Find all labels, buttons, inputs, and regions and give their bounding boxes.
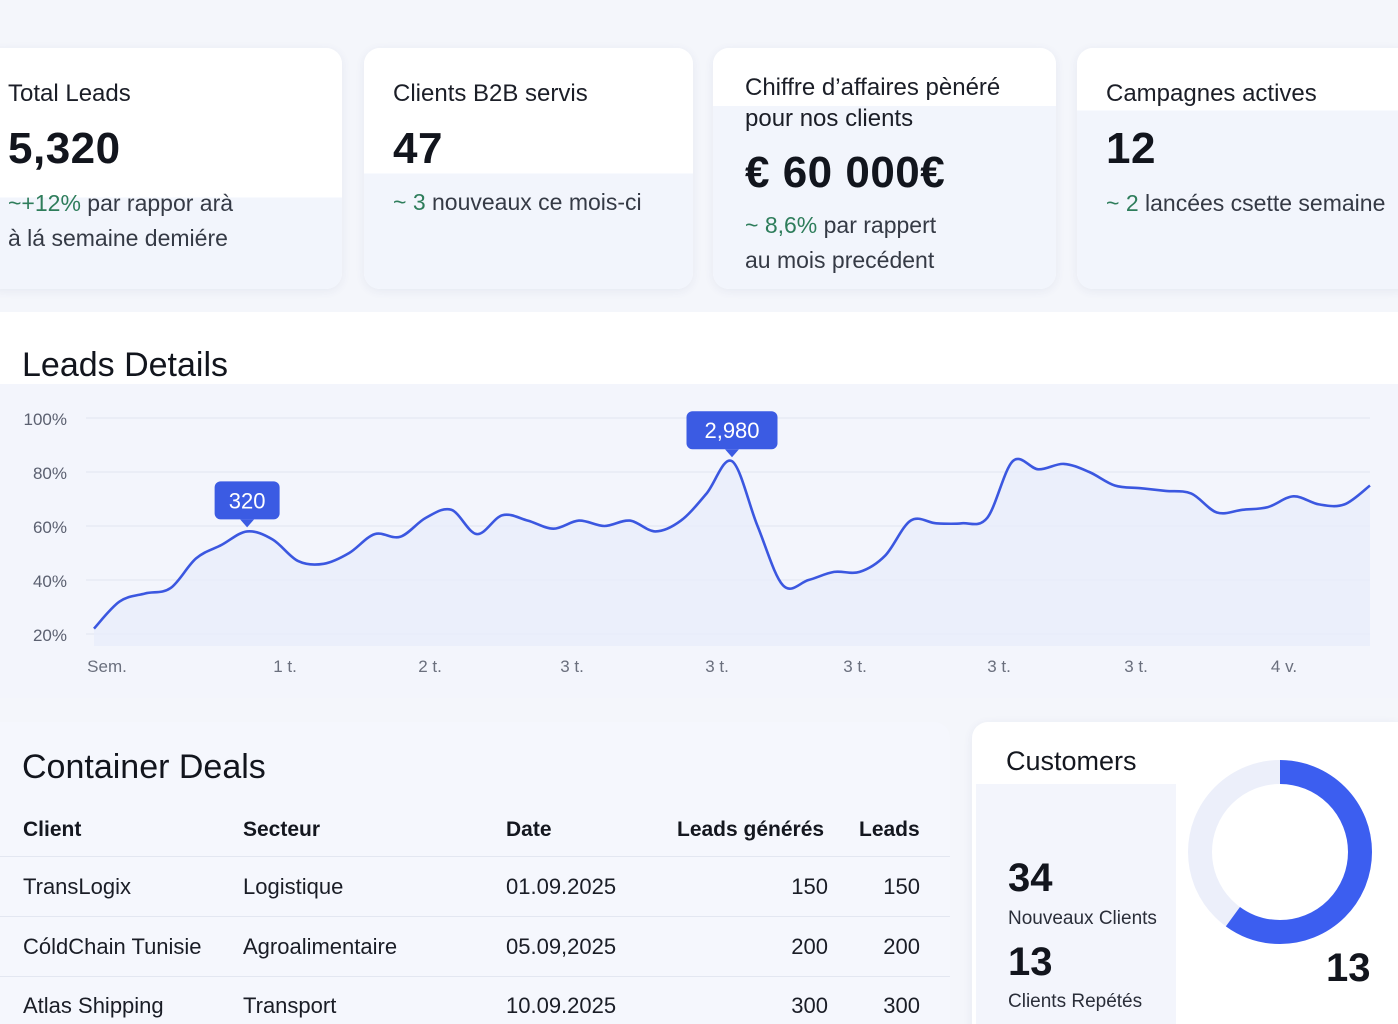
- customers-donut-chart: [1188, 760, 1372, 944]
- kpi-note-text: par rappert: [817, 212, 937, 238]
- tooltip-pointer: [240, 519, 255, 528]
- kpi-note-text: lancées csette semaine: [1138, 190, 1386, 216]
- column-header-secteur[interactable]: Secteur: [243, 818, 321, 841]
- kpi-card-revenue[interactable]: Chiffre d’affaires pènéré pour nos clien…: [713, 48, 1056, 289]
- kpi-trend: ~ 2: [1106, 190, 1139, 216]
- cell-date: 01.09.2025: [506, 874, 617, 899]
- kpi-value: 5,320: [8, 124, 121, 173]
- kpi-card-campaigns[interactable]: Campagnes actives 12 ~ 2 lancées csette …: [1077, 48, 1398, 289]
- kpi-note: ~+12% par rappor arà à lá semaine demiér…: [8, 186, 338, 256]
- kpi-trend: ~ 3: [393, 189, 426, 215]
- cell-secteur: Transport: [243, 993, 337, 1018]
- y-tick-label: 80%: [33, 464, 67, 483]
- kpi-note: ~ 3 nouveaux ce mois-ci: [393, 185, 693, 220]
- table-divider: [0, 916, 950, 917]
- donut-value-label: 13: [1326, 946, 1371, 990]
- y-tick-label: 100%: [24, 410, 67, 429]
- new-clients-label: Nouveaux Clients: [1008, 908, 1157, 929]
- kpi-value: 47: [393, 124, 443, 173]
- column-header-leads[interactable]: Leads: [859, 818, 920, 841]
- cell-secteur: Logistique: [243, 874, 344, 899]
- cell-leads-generes: 150: [791, 874, 828, 899]
- cell-leads: 200: [883, 934, 920, 959]
- deals-title: Container Deals: [22, 748, 266, 786]
- column-header-date[interactable]: Date: [506, 818, 552, 841]
- kpi-title-line1: Chiffre d’affaires pènéré: [745, 74, 1001, 101]
- container-deals-panel: [0, 722, 950, 1024]
- kpi-note-line2: à lá semaine demiére: [8, 225, 228, 251]
- new-clients-count: 34: [1008, 856, 1053, 900]
- y-tick-label: 40%: [33, 572, 67, 591]
- y-tick-label: 60%: [33, 518, 67, 537]
- cell-client: CóldChain Tunisie: [23, 934, 202, 959]
- kpi-value: € 60 000€: [745, 148, 946, 197]
- chart-area: 100% 80% 60% 40% 20% Sem. 1 t. 2 t. 3 t. 3 t. 3 t.…: [0, 384, 1398, 698]
- x-tick-label: 3 t.: [987, 657, 1011, 676]
- column-header-client[interactable]: Client: [23, 818, 82, 841]
- customers-title: Customers: [1006, 746, 1137, 776]
- x-tick-label: Sem.: [87, 657, 127, 676]
- x-tick-label: 3 t.: [705, 657, 729, 676]
- cell-client: TransLogix: [23, 874, 132, 899]
- kpi-note: ~ 2 lancées csette semaine: [1106, 186, 1398, 221]
- cell-client: Atlas Shipping: [23, 993, 164, 1018]
- kpi-card-total-leads[interactable]: Total Leads 5,320 ~+12% par rappor arà à…: [0, 48, 342, 289]
- x-tick-label: 3 t.: [1124, 657, 1148, 676]
- cell-date: 05.09,2025: [506, 934, 617, 959]
- chart-title: Leads Details: [22, 346, 229, 384]
- series-area: [94, 458, 1370, 646]
- cell-leads: 300: [883, 993, 920, 1018]
- series-line: [93, 457, 1371, 630]
- repeat-clients-count: 13: [1008, 940, 1053, 984]
- table-divider: [0, 976, 950, 977]
- x-tick-label: 1 t.: [273, 657, 297, 676]
- column-header-leads-generes[interactable]: Leads générés: [677, 818, 825, 841]
- kpi-title: Clients B2B servis: [393, 80, 588, 107]
- kpi-note-text: par rappor arà: [80, 190, 234, 216]
- x-tick-label: 4 v.: [1271, 657, 1297, 676]
- kpi-note-text: nouveaux ce mois-ci: [425, 189, 642, 215]
- x-tick-label: 3 t.: [843, 657, 867, 676]
- tooltip-label: 320: [229, 488, 266, 513]
- cell-leads-generes: 200: [791, 934, 828, 959]
- kpi-value: 12: [1106, 124, 1156, 173]
- kpi-note-line2: au mois precédent: [745, 247, 935, 273]
- customers-panel: Customers 34 Nouveaux Clients 13 Clients…: [972, 722, 1398, 1024]
- tooltip-pointer: [725, 449, 739, 458]
- x-tick-label: 2 t.: [418, 657, 442, 676]
- cell-leads-generes: 300: [791, 993, 828, 1018]
- kpi-title-line2: pour nos clients: [745, 105, 914, 132]
- cell-date: 10.09.2025: [506, 993, 617, 1018]
- kpi-title: Total Leads: [8, 80, 131, 107]
- leads-line-chart: 100% 80% 60% 40% 20% Sem. 1 t. 2 t. 3 t. 3 t. 3 t.…: [24, 410, 1371, 676]
- kpi-trend: ~ 8,6%: [745, 212, 818, 238]
- cell-leads: 150: [883, 874, 920, 899]
- y-tick-label: 20%: [33, 626, 67, 645]
- customers-panel-bg: [976, 784, 1176, 1024]
- tooltip-bubble: [686, 411, 778, 450]
- table-divider: [0, 856, 950, 857]
- donut-segment: [1188, 760, 1372, 944]
- kpi-note: ~ 8,6% par rappert au mois precédent: [745, 208, 1045, 278]
- tooltip-bubble: [214, 481, 280, 520]
- kpi-trend: ~+12%: [8, 190, 81, 216]
- leads-details-panel: Leads Details 100% 80% 60% 40% 20% Sem. 1 t. 2 …: [0, 312, 1398, 698]
- kpi-card-clients-b2b[interactable]: Clients B2B servis 47 ~ 3 nouveaux ce mo…: [364, 48, 693, 289]
- kpi-title: Campagnes actives: [1106, 80, 1317, 107]
- cell-secteur: Agroalimentaire: [243, 934, 398, 959]
- x-tick-label: 3 t.: [560, 657, 584, 676]
- repeat-clients-label: Clients Repétés: [1008, 991, 1143, 1012]
- kpi-title: Chiffre d’affaires pènéré pour nos clien…: [745, 72, 1000, 134]
- tooltip-label: 2,980: [704, 418, 759, 443]
